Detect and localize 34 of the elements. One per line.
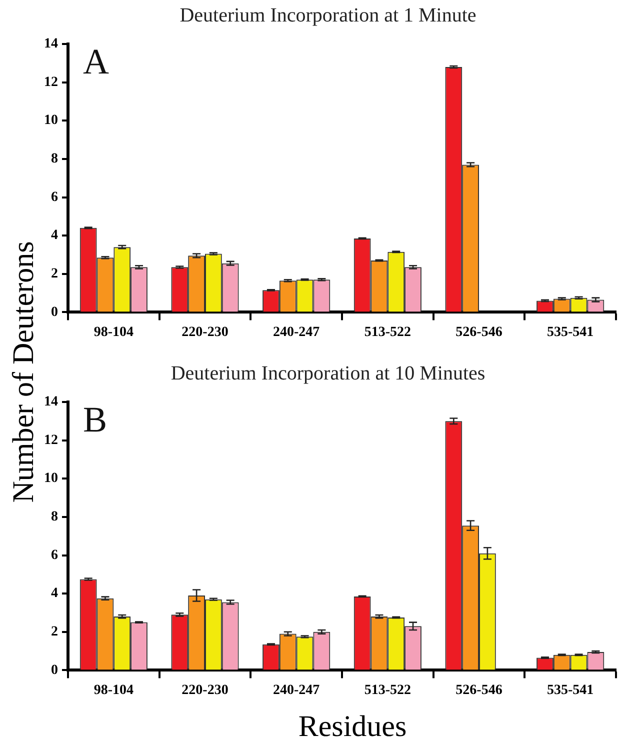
x-tick-label: 220-230 — [182, 683, 228, 698]
x-tick-label: 535-541 — [546, 325, 594, 340]
x-tick-label: 240-247 — [272, 325, 320, 340]
x-tick-label: 220-230 — [182, 325, 228, 340]
y-tick-label: 14 — [44, 394, 58, 410]
x-tick-label: 513-522 — [364, 683, 412, 698]
y-tick-label: 4 — [51, 228, 58, 244]
x-tick-label: 98-104 — [94, 325, 134, 340]
y-tick-label: 0 — [51, 304, 58, 320]
y-tick-label: 10 — [44, 471, 58, 486]
y-tick-label: 2 — [51, 266, 58, 282]
y-tick-label: 6 — [51, 190, 58, 205]
x-tick-label: 98-104 — [94, 683, 134, 698]
y-tick-label: 12 — [44, 432, 58, 448]
y-tick-label: 6 — [51, 548, 58, 563]
y-tick-label: 8 — [51, 510, 58, 525]
y-axis-title: Number of Deuterons — [7, 241, 41, 503]
y-tick-label: 8 — [51, 152, 58, 167]
x-axis-title: Residues — [297, 710, 408, 744]
y-tick-label: 14 — [44, 36, 58, 52]
x-tick-label: 526-546 — [456, 683, 502, 698]
chart-title: Deuterium Incorporation at 1 Minute — [180, 4, 476, 26]
y-tick-label: 12 — [44, 74, 58, 90]
x-tick-label: 240-247 — [272, 683, 320, 698]
y-tick-label: 4 — [51, 586, 58, 602]
y-tick-label: 2 — [51, 624, 58, 640]
annotation: B — [83, 399, 108, 440]
chart-title: Deuterium Incorporation at 10 Minutes — [170, 362, 486, 384]
y-tick-label: 10 — [44, 113, 58, 128]
annotation: A — [83, 41, 109, 82]
x-tick-label: 526-546 — [456, 325, 502, 340]
x-tick-label: 535-541 — [546, 683, 594, 698]
y-tick-label: 0 — [51, 662, 58, 678]
x-tick-label: 513-522 — [364, 325, 412, 340]
